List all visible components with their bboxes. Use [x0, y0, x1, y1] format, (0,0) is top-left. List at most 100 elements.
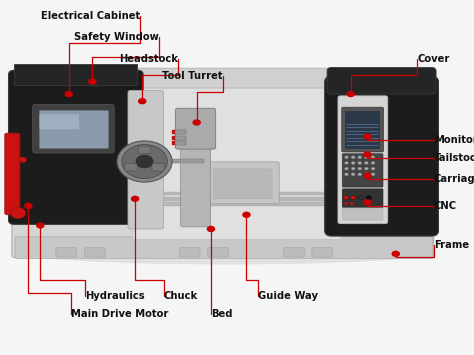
Text: Tailstock: Tailstock [434, 153, 474, 163]
Bar [135, 192, 341, 195]
Circle shape [358, 162, 362, 164]
FancyBboxPatch shape [128, 91, 164, 229]
FancyBboxPatch shape [283, 248, 304, 257]
Circle shape [351, 156, 355, 159]
FancyBboxPatch shape [125, 164, 137, 171]
FancyBboxPatch shape [312, 248, 333, 257]
Circle shape [365, 173, 368, 176]
Polygon shape [14, 64, 137, 85]
FancyBboxPatch shape [9, 70, 143, 224]
Circle shape [363, 133, 372, 140]
FancyBboxPatch shape [342, 189, 383, 207]
Circle shape [19, 157, 27, 163]
FancyBboxPatch shape [325, 76, 438, 236]
Circle shape [363, 199, 372, 206]
FancyBboxPatch shape [207, 162, 279, 204]
Circle shape [346, 91, 355, 97]
Circle shape [371, 156, 375, 159]
Circle shape [366, 196, 372, 200]
FancyBboxPatch shape [5, 133, 20, 215]
Circle shape [345, 173, 348, 176]
Text: Chuck: Chuck [164, 291, 198, 301]
Circle shape [351, 173, 355, 176]
Circle shape [350, 202, 354, 205]
Circle shape [10, 207, 26, 219]
FancyBboxPatch shape [181, 128, 210, 227]
FancyBboxPatch shape [33, 104, 114, 153]
FancyBboxPatch shape [179, 248, 200, 257]
Circle shape [365, 167, 368, 170]
Circle shape [138, 98, 146, 104]
Circle shape [345, 167, 348, 170]
Circle shape [358, 156, 362, 159]
Circle shape [344, 202, 348, 205]
FancyBboxPatch shape [56, 248, 77, 257]
Circle shape [358, 173, 362, 176]
Text: Main Drive Motor: Main Drive Motor [71, 309, 168, 319]
Text: Headstock: Headstock [119, 54, 178, 64]
Bar [174, 141, 186, 145]
FancyBboxPatch shape [327, 67, 436, 94]
Circle shape [392, 251, 400, 257]
Bar [135, 202, 341, 206]
Circle shape [350, 196, 356, 200]
FancyBboxPatch shape [342, 208, 383, 220]
Circle shape [345, 156, 348, 159]
FancyBboxPatch shape [175, 108, 216, 149]
Circle shape [122, 144, 167, 179]
FancyBboxPatch shape [15, 237, 433, 258]
Circle shape [207, 226, 215, 232]
FancyBboxPatch shape [208, 248, 228, 257]
Circle shape [117, 141, 172, 182]
Circle shape [371, 167, 375, 170]
Circle shape [371, 162, 375, 164]
Circle shape [192, 119, 201, 126]
FancyBboxPatch shape [213, 169, 272, 199]
Bar [172, 136, 175, 140]
Text: Safety Window: Safety Window [74, 32, 159, 42]
FancyBboxPatch shape [152, 164, 164, 171]
FancyBboxPatch shape [133, 76, 341, 240]
Circle shape [358, 167, 362, 170]
Circle shape [365, 156, 368, 159]
FancyBboxPatch shape [39, 114, 79, 129]
FancyBboxPatch shape [12, 211, 434, 257]
Circle shape [345, 162, 348, 164]
FancyBboxPatch shape [84, 248, 105, 257]
Circle shape [365, 162, 368, 164]
FancyBboxPatch shape [138, 146, 151, 153]
Circle shape [358, 196, 364, 200]
Bar [172, 141, 175, 145]
Text: CNC: CNC [434, 201, 457, 211]
Text: Guide Way: Guide Way [258, 291, 319, 301]
Circle shape [36, 222, 45, 229]
Text: Hydraulics: Hydraulics [85, 291, 145, 301]
Circle shape [343, 196, 349, 200]
Bar [135, 197, 341, 201]
Bar [174, 136, 186, 140]
Text: Carriage: Carriage [434, 174, 474, 184]
Circle shape [242, 212, 251, 218]
FancyBboxPatch shape [342, 154, 383, 187]
Bar [174, 130, 186, 134]
FancyBboxPatch shape [134, 68, 340, 88]
Text: Tool Turret: Tool Turret [162, 71, 223, 81]
Circle shape [351, 167, 355, 170]
FancyBboxPatch shape [338, 96, 388, 224]
Circle shape [351, 162, 355, 164]
Circle shape [64, 91, 73, 97]
Bar [172, 130, 175, 134]
FancyBboxPatch shape [342, 107, 383, 152]
Circle shape [136, 155, 153, 168]
Circle shape [88, 78, 97, 85]
Text: Cover: Cover [417, 54, 449, 64]
Circle shape [24, 203, 33, 209]
Circle shape [363, 151, 372, 158]
Circle shape [131, 196, 139, 202]
Text: Electrical Cabinet: Electrical Cabinet [41, 11, 140, 21]
Bar [164, 159, 204, 163]
Text: Bed: Bed [211, 309, 232, 319]
Circle shape [371, 173, 375, 176]
Text: Frame: Frame [434, 240, 469, 250]
FancyBboxPatch shape [39, 110, 108, 148]
